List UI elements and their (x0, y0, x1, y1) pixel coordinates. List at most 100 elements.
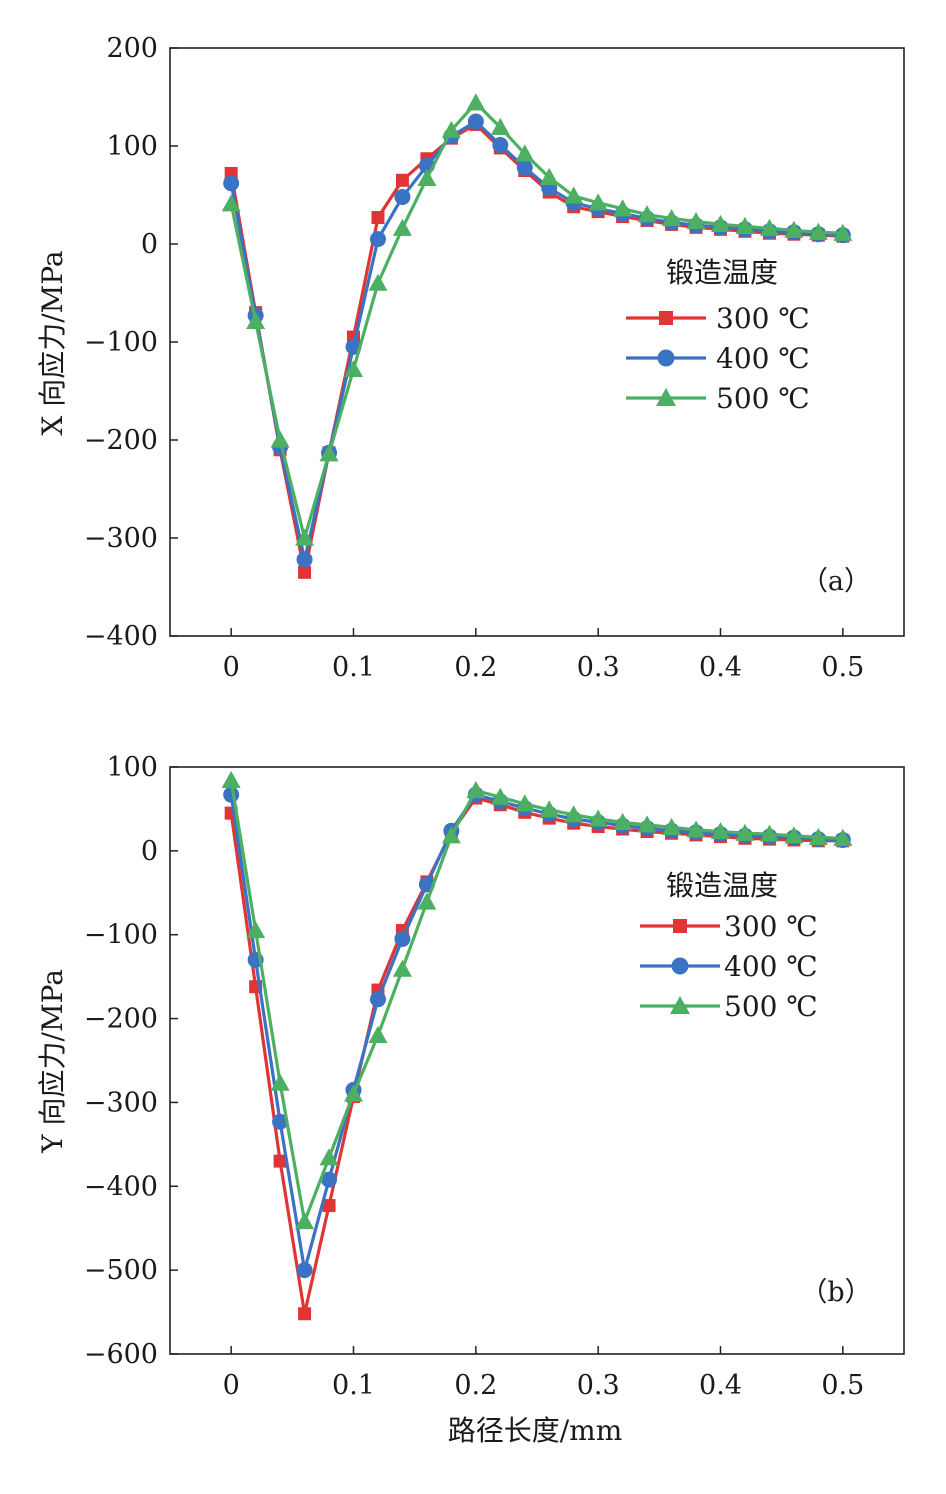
data-point (296, 551, 313, 568)
data-point (492, 137, 509, 154)
data-point (784, 220, 804, 238)
y-tick-label: −300 (84, 1087, 158, 1118)
data-point (295, 1212, 315, 1230)
chart-panel-b: −600 −500 −400 −300 −200 −100 0 100 0 0.1 0.2 0.3 0.… (36, 752, 905, 1401)
data-point (368, 273, 388, 291)
panel-label: （a） (801, 566, 871, 597)
legend-entry: 300 ℃ (724, 910, 818, 943)
data-point (759, 824, 779, 842)
data-point (833, 223, 853, 241)
data-point (369, 231, 386, 248)
y-tick-label: 100 (106, 752, 158, 783)
data-point (613, 199, 633, 217)
x-tick-label: 0.3 (577, 1370, 620, 1401)
y-axis-label: X 向应力/MPa (36, 250, 69, 435)
x-tick-label: 0 (223, 1370, 240, 1401)
data-point (441, 120, 461, 138)
y-tick-label: −100 (84, 920, 158, 951)
y-tick-label: −300 (84, 523, 158, 554)
legend-marker (671, 957, 689, 975)
data-point (735, 823, 755, 841)
data-point (344, 1084, 363, 1102)
data-point (246, 921, 266, 939)
data-point (344, 359, 363, 378)
data-point (417, 168, 437, 186)
legend-marker (659, 311, 673, 325)
x-tick-label: 0.1 (332, 1370, 375, 1401)
data-point (686, 820, 706, 838)
x-tick-label: 0.3 (577, 652, 620, 683)
data-point (395, 173, 409, 187)
data-point (539, 167, 559, 185)
legend-title: 锻造温度 (666, 256, 778, 289)
legend-entry: 500 ℃ (724, 990, 818, 1023)
data-point (221, 770, 241, 789)
x-tick-label: 0.2 (454, 1370, 497, 1401)
x-tick-label: 0 (223, 652, 240, 683)
series-line (229, 793, 843, 1272)
y-tick-label: 0 (141, 836, 158, 867)
data-point (466, 780, 486, 799)
data-point (735, 216, 755, 234)
data-point (319, 444, 339, 462)
data-point (588, 809, 608, 827)
chart-panel-a: −400 −300 −200 −100 0 100 200 0 0.1 0.2 0.3 0.4 0.5 X… (36, 33, 905, 683)
data-point (637, 815, 657, 833)
data-point (321, 1171, 338, 1188)
data-point (564, 186, 584, 204)
x-tick-label: 0.5 (821, 652, 864, 683)
legend-title: 锻造温度 (666, 869, 778, 902)
data-point (270, 1073, 290, 1091)
data-point (270, 430, 290, 448)
legend-marker (657, 349, 675, 367)
data-point (319, 1148, 339, 1166)
data-point (371, 211, 385, 225)
data-point (394, 930, 411, 947)
x-tick-label: 0.2 (454, 652, 497, 683)
data-point (711, 822, 730, 840)
legend-entry: 500 ℃ (716, 382, 810, 415)
data-point (539, 800, 559, 818)
data-point (369, 991, 386, 1008)
data-point (221, 194, 241, 212)
data-point (686, 211, 706, 230)
data-point (368, 1025, 388, 1043)
panel-label: （b） (800, 1277, 871, 1308)
data-point (298, 1307, 312, 1321)
y-tick-label: −500 (84, 1255, 158, 1286)
data-point (808, 222, 828, 240)
data-point (441, 826, 461, 844)
data-point (490, 787, 510, 805)
data-point (833, 828, 853, 846)
y-tick-label: −400 (84, 621, 158, 652)
legend-marker (656, 388, 676, 406)
legend-marker (673, 919, 687, 933)
x-tick-label: 0.1 (332, 652, 375, 683)
data-point (392, 959, 412, 977)
data-point (637, 205, 657, 223)
y-tick-label: −200 (84, 1004, 158, 1035)
legend-entry: 400 ℃ (716, 342, 810, 375)
data-point (516, 159, 533, 176)
x-tick-label: 0.4 (699, 652, 742, 683)
legend: 锻造温度 300 ℃ 400 ℃ 500 ℃ (640, 869, 818, 1023)
y-tick-label: 200 (106, 33, 158, 64)
data-point (564, 805, 584, 823)
y-tick-label: −100 (84, 327, 158, 358)
data-point (223, 175, 240, 192)
x-axis-label: 路径长度/mm (448, 1414, 623, 1447)
data-point (272, 1113, 289, 1130)
data-point (322, 1199, 336, 1213)
data-point (588, 193, 608, 211)
y-axis-label: Y 向应力/MPa (36, 969, 69, 1154)
series-circle (223, 786, 851, 1279)
data-point (392, 218, 412, 236)
y-tick-label: −600 (84, 1339, 158, 1370)
data-point (273, 1154, 287, 1168)
data-point (515, 144, 535, 162)
data-point (467, 113, 484, 130)
x-tick-label: 0.5 (821, 1370, 864, 1401)
legend: 锻造温度 300 ℃ 400 ℃ 500 ℃ (626, 256, 810, 415)
data-point (295, 528, 315, 546)
